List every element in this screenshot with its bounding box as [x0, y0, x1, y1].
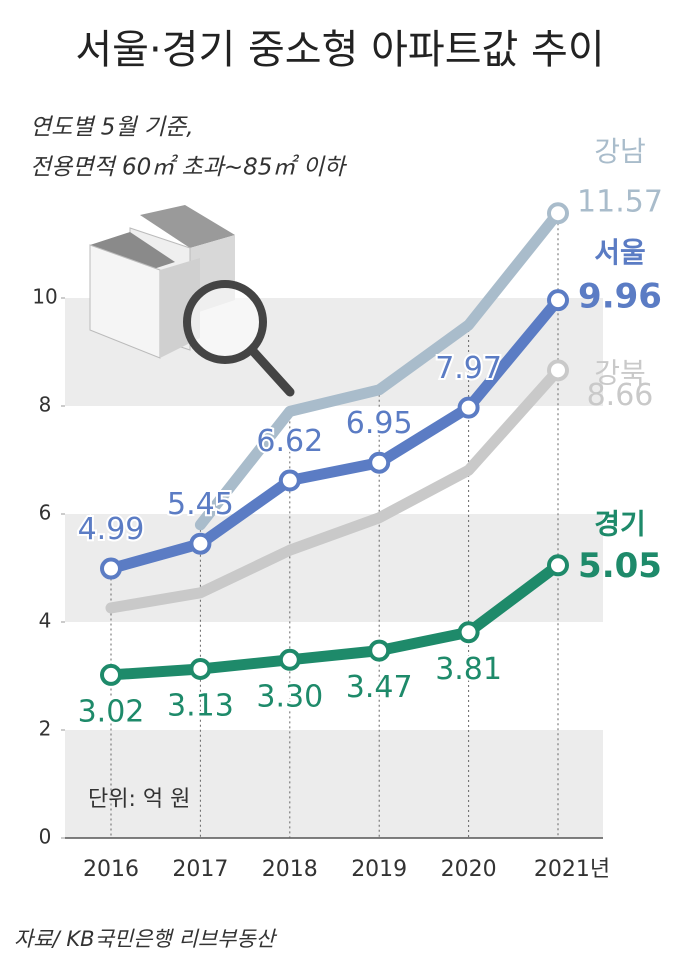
marker — [189, 532, 212, 555]
marker — [547, 554, 569, 577]
subtitle: 연도별 5월 기준, — [30, 115, 194, 141]
value-label: 3.30 — [256, 679, 323, 714]
value-label: 8.66 — [587, 378, 654, 413]
value-label: 3.81 — [435, 652, 502, 687]
series-line — [194, 207, 564, 531]
x-tick-label: 2021년 — [534, 857, 610, 882]
chart-title: 서울·경기 중소형 아파트값 추이 — [75, 27, 604, 73]
value-label: 5.05 — [578, 546, 662, 586]
marker — [368, 451, 391, 474]
y-tick-label: 4 — [39, 609, 52, 633]
value-label: 11.57 — [577, 185, 663, 220]
x-tick-label: 2018 — [262, 857, 318, 882]
value-label: 6.62 — [256, 424, 323, 459]
x-tick-label: 2020 — [441, 857, 497, 882]
series-line — [105, 364, 564, 614]
marker — [100, 663, 122, 686]
marker — [547, 359, 569, 382]
source: 자료/ KB국민은행 리브부동산 — [14, 927, 278, 951]
x-tick-label: 2019 — [351, 857, 407, 882]
value-label: 3.02 — [78, 694, 145, 729]
legend-label: 강북 — [594, 356, 646, 389]
value-label: 9.96 — [578, 277, 662, 317]
value-label: 6.95 — [346, 406, 413, 441]
value-label: 4.99 — [78, 512, 145, 547]
y-tick-label: 8 — [39, 393, 52, 417]
subtitle: 전용면적 60㎡ 초과~85㎡ 이하 — [30, 154, 348, 181]
value-label: 5.45 — [167, 487, 234, 522]
marker — [368, 639, 391, 662]
band — [65, 730, 603, 838]
y-tick-label: 0 — [39, 825, 52, 849]
legend-label: 강남 — [594, 135, 646, 168]
value-label: 3.13 — [167, 688, 234, 723]
legend-label: 경기 — [594, 507, 646, 540]
y-tick-label: 2 — [39, 717, 52, 741]
unit-note: 단위: 억 원 — [88, 787, 190, 812]
marker — [278, 469, 301, 492]
marker — [457, 621, 480, 644]
series-line — [105, 294, 564, 575]
legend-label: 서울 — [594, 236, 646, 269]
series-line — [105, 559, 564, 681]
marker — [457, 396, 480, 419]
y-tick-label: 6 — [39, 501, 52, 525]
x-tick-label: 2016 — [83, 857, 139, 882]
y-tick-label: 10 — [32, 285, 57, 309]
marker — [189, 657, 212, 680]
value-label: 3.47 — [346, 670, 413, 705]
x-tick-label: 2017 — [172, 857, 228, 882]
marker — [100, 557, 122, 580]
marker — [547, 202, 569, 225]
marker — [278, 648, 301, 671]
building-icon — [89, 205, 295, 397]
value-label: 7.97 — [435, 351, 502, 386]
marker — [547, 289, 569, 312]
